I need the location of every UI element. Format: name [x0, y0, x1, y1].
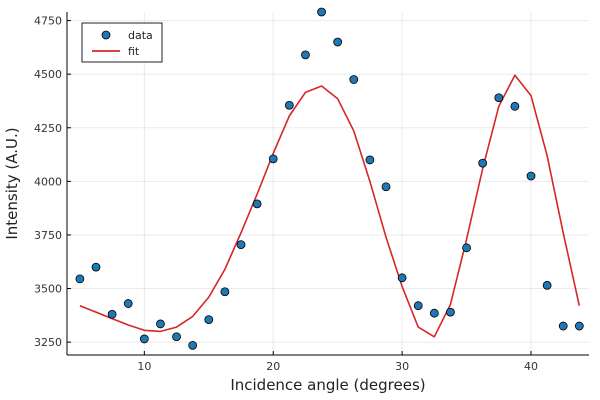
- legend-fit-label: fit: [128, 45, 140, 58]
- y-tick-label: 4500: [34, 68, 62, 81]
- data-point: [172, 332, 181, 342]
- legend-box: [81, 22, 163, 63]
- data-point: [220, 287, 230, 297]
- data-point: [397, 273, 407, 283]
- data-point: [75, 274, 85, 284]
- data-point: [429, 308, 439, 318]
- y-axis-title: Intensity (A.U.): [3, 127, 21, 239]
- data-point: [494, 93, 504, 103]
- data-point: [204, 315, 214, 325]
- data-point: [365, 155, 375, 165]
- fit-line: [79, 74, 581, 338]
- data-point: [252, 199, 262, 209]
- legend: data fit: [81, 22, 163, 63]
- x-tick-label: 40: [524, 360, 538, 373]
- data-point: [333, 37, 343, 47]
- data-point: [284, 100, 294, 110]
- y-tick-label: 3750: [34, 229, 62, 242]
- data-point: [188, 340, 198, 350]
- data-point: [123, 299, 133, 308]
- x-tick-label: 10: [137, 360, 151, 373]
- y-tick-label: 4250: [34, 122, 62, 135]
- data-point: [107, 309, 117, 319]
- x-tick-label: 30: [395, 360, 409, 373]
- data-point: [558, 321, 568, 331]
- data-point: [268, 154, 278, 164]
- plot-area: [75, 7, 584, 350]
- data-point: [542, 280, 552, 290]
- grid: [67, 12, 589, 355]
- y-tick-label: 3500: [34, 283, 62, 296]
- data-point: [139, 334, 149, 344]
- data-point: [446, 307, 455, 317]
- data-point: [478, 158, 488, 168]
- y-tick-label: 4000: [34, 175, 62, 188]
- y-tick-label: 3250: [34, 336, 62, 349]
- x-tick-label: 20: [266, 360, 280, 373]
- data-point: [91, 262, 101, 272]
- data-point: [510, 101, 520, 111]
- legend-data-label: data: [128, 29, 153, 42]
- data-point: [236, 240, 246, 249]
- data-point: [413, 301, 423, 311]
- data-point: [381, 182, 391, 192]
- y-tick-label: 4750: [34, 15, 62, 28]
- data-point: [301, 50, 310, 60]
- data-point: [349, 75, 359, 84]
- data-point: [462, 243, 471, 253]
- data-point: [156, 319, 165, 329]
- axes: 10 20 30 40 3250 3500 3750 4000 4250 4500 4750: [34, 12, 589, 373]
- data-point: [526, 171, 536, 181]
- data-point: [574, 321, 584, 331]
- data-point: [317, 7, 326, 17]
- legend-data-marker: [101, 30, 111, 40]
- x-axis-title: Incidence angle (degrees): [230, 376, 425, 394]
